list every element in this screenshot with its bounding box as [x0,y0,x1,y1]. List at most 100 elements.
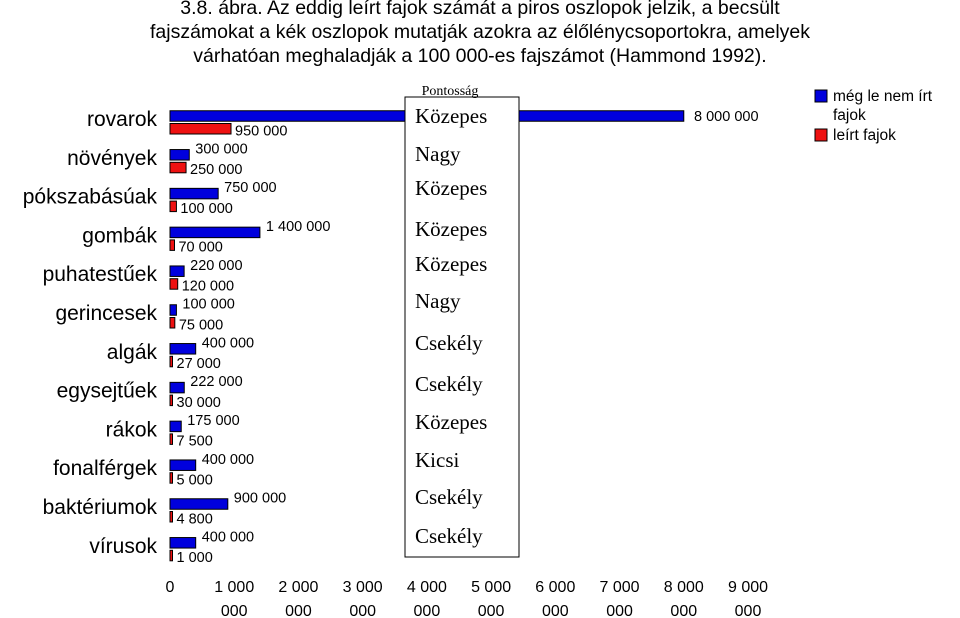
x-tick-label: 000 [478,603,505,618]
bar-not-yet-described [169,304,177,316]
bar-not-yet-described [169,149,190,161]
data-label-described: 30 000 [177,395,221,411]
data-label-described: 7 500 [177,434,213,450]
x-tick-label: 1 000 [214,579,254,596]
category-label: gombák [82,224,157,247]
x-tick-label: 000 [542,603,569,618]
data-label-not-yet-described: 220 000 [190,258,242,274]
x-tick-label: 000 [285,603,312,618]
data-label-described: 75 000 [179,317,223,333]
x-tick-label: 000 [349,603,376,618]
data-label-not-yet-described: 750 000 [224,180,276,196]
data-label-described: 250 000 [190,162,242,178]
rating-value: Közepes [415,176,487,200]
bar-not-yet-described [169,537,197,549]
figure-caption: 3.8. ábra. Az eddig leírt fajok számát a… [120,0,840,68]
rating-value: Csekély [415,372,483,396]
rating-value: Nagy [415,142,461,166]
data-label-not-yet-described: 175 000 [187,413,239,429]
x-tick-label: 0 [166,579,175,596]
legend-label: leírt fajok [833,127,896,144]
x-tick-label: 7 000 [600,579,640,596]
category-label: baktériumok [43,496,158,519]
x-tick-label: 5 000 [471,579,511,596]
category-label: fonalférgek [53,457,157,480]
legend-label: még le nem írt [833,88,933,105]
category-label: egysejtűek [57,380,158,403]
bar-not-yet-described [169,187,219,200]
data-label-described: 950 000 [235,123,287,139]
rating-value: Közepes [415,410,487,434]
data-label-not-yet-described: 100 000 [182,297,234,313]
bar-described [169,200,177,213]
data-label-not-yet-described: 222 000 [190,374,242,390]
data-label-not-yet-described: 8 000 000 [694,109,759,125]
bar-described [169,161,187,174]
rating-box [404,96,520,558]
data-label-described: 27 000 [177,356,221,372]
legend-label: fajok [833,107,866,124]
category-label: vírusok [89,535,157,558]
category-label: gerincesek [55,302,157,325]
x-tick-label: 6 000 [535,579,575,596]
bar-described [169,278,179,290]
legend-swatch-described [814,128,828,142]
x-tick-label: 2 000 [278,579,318,596]
rating-value: Csekély [415,331,483,355]
bar-not-yet-described [169,459,197,471]
x-tick-label: 4 000 [407,579,447,596]
bar-not-yet-described [169,265,185,277]
x-tick-label: 000 [606,603,633,618]
bar-described [169,355,173,368]
rating-box-title: Pontosság [422,84,479,99]
rating-value: Csekély [415,485,483,509]
category-label: pókszabásúak [23,186,158,209]
rating-value: Csekély [415,524,483,548]
category-label: puhatestűek [43,263,158,286]
x-tick-label: 000 [221,603,248,618]
data-label-described: 1 000 [177,550,213,566]
x-tick-label: 000 [670,603,697,618]
bar-described [169,549,173,562]
bar-not-yet-described [169,381,185,394]
data-label-described: 4 800 [177,511,213,527]
data-label-not-yet-described: 1 400 000 [266,219,331,235]
caption-line: várhatóan meghaladják a 100 000-es fajsz… [193,45,767,67]
x-tick-label: 8 000 [664,579,704,596]
x-tick-label: 000 [735,603,762,618]
rating-value: Közepes [415,217,487,241]
bar-described [169,239,175,251]
data-label-described: 5 000 [177,473,213,489]
caption-line: 3.8. ábra. Az eddig leírt fajok számát a… [180,0,780,19]
rating-value: Közepes [415,252,487,276]
data-label-not-yet-described: 300 000 [195,141,247,157]
bar-not-yet-described [169,420,182,433]
bar-not-yet-described [169,226,261,239]
category-label: algák [107,341,158,364]
bar-described [169,511,173,523]
bar-not-yet-described [169,498,229,510]
data-label-not-yet-described: 400 000 [202,529,254,545]
rating-value: Kicsi [415,448,459,472]
data-label-described: 100 000 [180,201,232,217]
bar-described [169,123,232,135]
data-label-described: 120 000 [182,279,234,295]
x-tick-label: 000 [414,603,441,618]
category-label: rovarok [87,108,158,131]
bar-described [169,317,176,329]
bar-described [169,472,173,484]
bar-described [169,433,173,445]
data-label-not-yet-described: 900 000 [234,491,286,507]
category-label: növények [67,147,157,170]
data-label-described: 70 000 [178,240,222,256]
category-label: rákok [106,418,158,441]
x-tick-label: 3 000 [343,579,383,596]
data-label-not-yet-described: 400 000 [202,452,254,468]
legend-swatch-not-yet-described [814,89,828,103]
bar-described [169,394,173,407]
rating-value: Közepes [415,104,487,128]
caption-line: fajszámokat a kék oszlopok mutatják azok… [149,21,811,43]
x-tick-label: 9 000 [728,579,768,596]
rating-value: Nagy [415,289,461,313]
